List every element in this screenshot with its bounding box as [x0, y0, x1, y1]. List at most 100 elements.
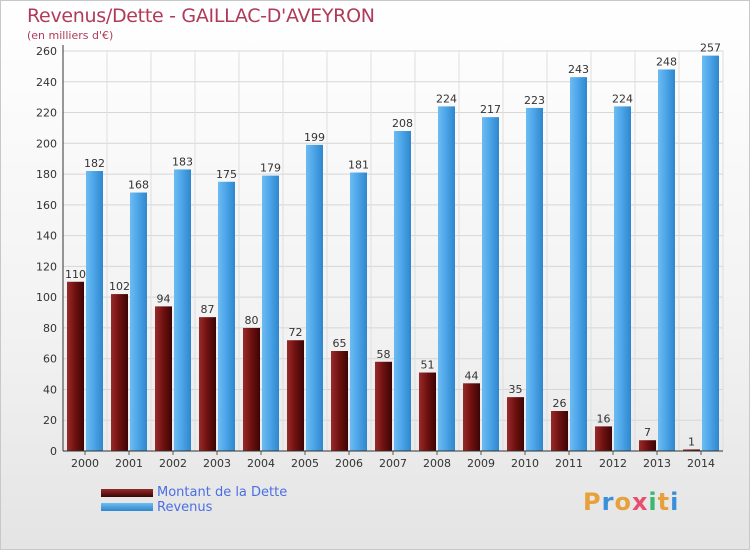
legend-swatch-debt [101, 489, 153, 497]
x-tick-label: 2006 [335, 457, 363, 470]
revenue-value-label: 257 [700, 42, 721, 55]
debt-bar [595, 426, 612, 451]
revenue-value-label: 217 [480, 103, 501, 116]
x-tick-label: 2014 [687, 457, 715, 470]
chart-title: Revenus/Dette - GAILLAC-D'AVEYRON [27, 5, 375, 27]
legend-label-debt: Montant de la Dette [157, 485, 288, 500]
debt-value-label: 35 [509, 383, 523, 396]
debt-value-label: 7 [644, 426, 651, 439]
x-tick-label: 2011 [555, 457, 583, 470]
debt-value-label: 110 [65, 268, 86, 281]
axes: 0204060801001201401601802002202402602000… [36, 45, 723, 470]
y-tick-label: 120 [36, 260, 57, 273]
debt-bar [639, 440, 656, 451]
revenue-bar [86, 171, 103, 451]
debt-bar [419, 372, 436, 451]
y-tick-label: 0 [50, 445, 57, 458]
debt-value-label: 87 [201, 303, 215, 316]
debt-value-label: 58 [377, 348, 391, 361]
debt-bar [111, 294, 128, 451]
revenue-bar [218, 181, 235, 451]
debt-bar [243, 327, 260, 451]
y-tick-label: 220 [36, 107, 57, 120]
y-tick-label: 60 [43, 353, 57, 366]
debt-bar [67, 281, 84, 451]
debt-value-label: 26 [553, 397, 567, 410]
debt-value-label: 102 [109, 280, 130, 293]
revenue-value-label: 224 [612, 92, 633, 105]
revenue-value-label: 199 [304, 131, 325, 144]
debt-value-label: 16 [597, 412, 611, 425]
y-tick-label: 80 [43, 322, 57, 335]
revenue-bar [130, 192, 147, 452]
y-tick-label: 240 [36, 76, 57, 89]
y-tick-label: 160 [36, 199, 57, 212]
revenue-bar [526, 107, 543, 451]
logo-letter: o [614, 488, 632, 516]
bars [67, 55, 719, 452]
revenue-value-label: 183 [172, 155, 193, 168]
debt-bar [507, 397, 524, 451]
logo-letter: t [657, 488, 671, 516]
y-tick-label: 100 [36, 291, 57, 304]
revenue-bar [262, 175, 279, 451]
revenue-value-label: 243 [568, 63, 589, 76]
x-tick-label: 2009 [467, 457, 495, 470]
revenue-value-label: 224 [436, 92, 457, 105]
proxiti-logo: Proxiti [583, 488, 679, 516]
x-tick-label: 2000 [71, 457, 99, 470]
y-tick-label: 40 [43, 383, 57, 396]
debt-value-label: 94 [157, 292, 171, 305]
x-tick-label: 2004 [247, 457, 275, 470]
debt-bar [287, 340, 304, 451]
debt-bar [683, 449, 700, 451]
logo-letter: P [583, 488, 602, 516]
x-tick-label: 2005 [291, 457, 319, 470]
y-tick-label: 180 [36, 168, 57, 181]
revenue-bar [394, 131, 411, 451]
debt-bar [551, 411, 568, 451]
debt-bar [331, 351, 348, 451]
y-tick-label: 260 [36, 45, 57, 58]
logo-letter: i [648, 488, 658, 516]
logo-letter: x [631, 488, 649, 516]
y-tick-label: 20 [43, 414, 57, 427]
debt-bar [199, 317, 216, 451]
revenue-value-label: 208 [392, 117, 413, 130]
x-tick-label: 2002 [159, 457, 187, 470]
revenue-bar [438, 106, 455, 451]
y-tick-label: 200 [36, 137, 57, 150]
revenue-bar [658, 69, 675, 451]
debt-value-label: 72 [289, 326, 303, 339]
debt-value-label: 51 [421, 359, 435, 372]
x-tick-label: 2003 [203, 457, 231, 470]
revenue-value-label: 168 [128, 179, 149, 192]
debt-value-label: 1 [688, 435, 695, 448]
debt-bar [463, 383, 480, 451]
revenue-value-label: 181 [348, 159, 369, 172]
revenue-bar [350, 172, 367, 452]
legend-swatch-revenue [101, 503, 153, 511]
logo-letter: r [601, 488, 615, 516]
chart-subtitle: (en milliers d'€) [27, 29, 114, 42]
revenue-bar [570, 77, 587, 452]
x-tick-label: 2012 [599, 457, 627, 470]
y-tick-label: 140 [36, 230, 57, 243]
revenue-bar [702, 55, 719, 451]
x-tick-label: 2007 [379, 457, 407, 470]
revenue-bar [614, 106, 631, 451]
debt-value-label: 44 [465, 369, 479, 382]
revenue-value-label: 248 [656, 55, 677, 68]
legend-label-revenue: Revenus [157, 500, 213, 515]
revenue-value-label: 223 [524, 94, 545, 107]
debt-bar [375, 361, 392, 451]
value-labels: 110 182 102 168 94 183 87 175 80 179 72 199 65 181 58 2… [65, 42, 721, 449]
debt-value-label: 80 [245, 314, 259, 327]
revenue-bar [174, 169, 191, 451]
revenue-value-label: 175 [216, 168, 237, 181]
revenue-bar [306, 144, 323, 451]
debt-bar [155, 306, 172, 451]
x-tick-label: 2010 [511, 457, 539, 470]
